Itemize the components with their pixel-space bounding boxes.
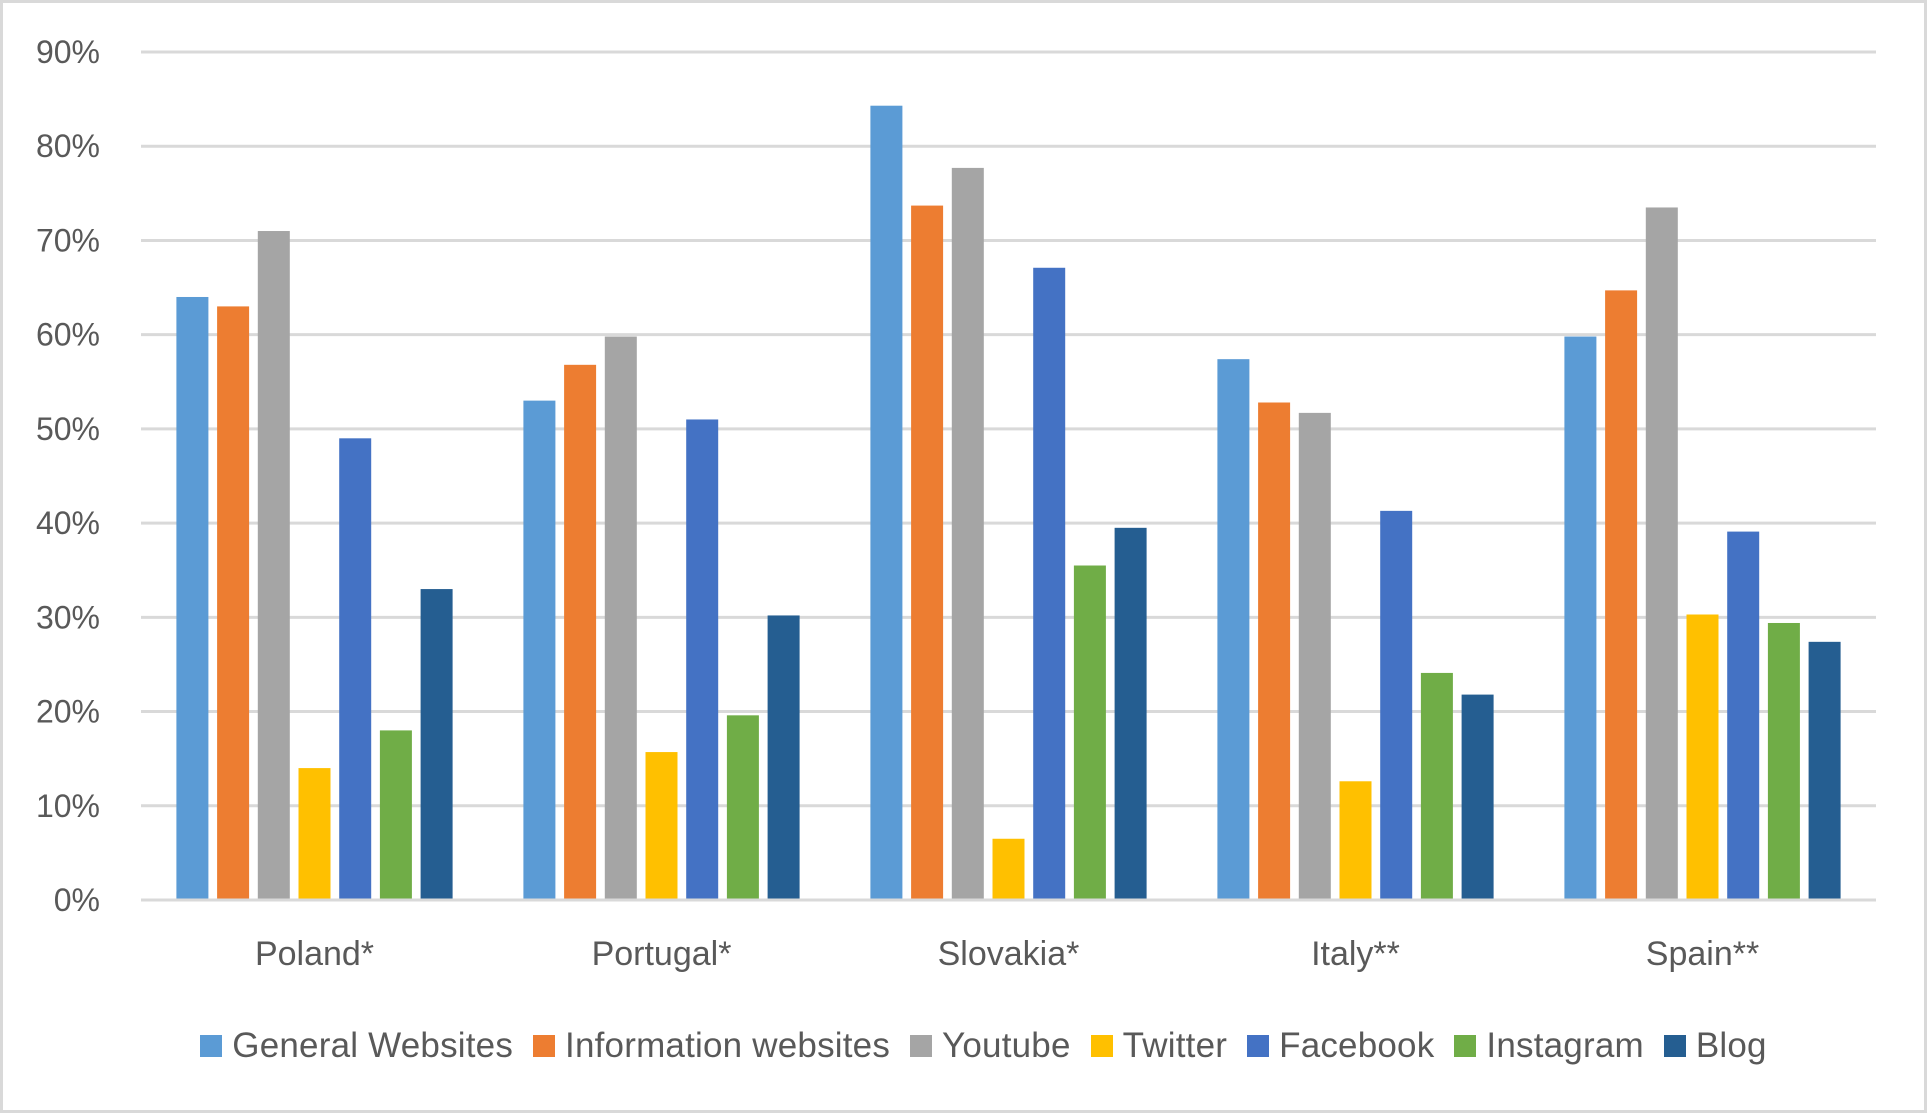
y-tick-label: 50% (36, 411, 100, 447)
x-category-label: Spain** (1646, 935, 1759, 973)
bar-twitter-poland (298, 768, 331, 900)
y-axis-labels: 0% 10% 20% 30% 40% 50% 60% 70% 80% 90% (36, 34, 100, 918)
legend-label: Facebook (1279, 1026, 1435, 1065)
bar-facebook-portugal (686, 419, 719, 900)
bar-instagram-portugal (726, 715, 759, 900)
bar-blog-poland (420, 589, 453, 900)
bar-information-websites-portugal (564, 364, 597, 901)
bar-youtube-poland (257, 231, 290, 900)
legend-item-facebook[interactable]: Facebook (1247, 1026, 1434, 1066)
bar-twitter-portugal (645, 752, 678, 900)
y-tick-label: 0% (54, 882, 100, 918)
bar-information-websites-italy (1258, 402, 1291, 900)
y-tick-label: 90% (36, 34, 100, 70)
x-category-label: Slovakia* (938, 935, 1080, 973)
bar-youtube-portugal (604, 336, 637, 900)
legend-label: Information websites (565, 1026, 891, 1065)
legend-label: Youtube (942, 1026, 1071, 1065)
bar-general-websites-spain (1564, 336, 1597, 900)
bar-instagram-poland (379, 730, 412, 900)
legend-swatch-icon (1090, 1035, 1113, 1057)
y-tick-label: 30% (36, 599, 100, 635)
legend-label: General Websites (232, 1026, 514, 1065)
bar-blog-portugal (767, 615, 800, 900)
legend-item-twitter[interactable]: Twitter (1090, 1026, 1228, 1066)
legend-swatch-icon (200, 1035, 223, 1057)
legend-item-youtube[interactable]: Youtube (910, 1026, 1071, 1066)
x-category-label: Italy** (1311, 935, 1400, 973)
y-tick-label: 10% (36, 788, 100, 824)
bar-information-websites-poland (217, 306, 250, 900)
bar-general-websites-portugal (523, 400, 556, 900)
bar-facebook-poland (339, 438, 372, 900)
bar-general-websites-poland (176, 296, 209, 900)
legend-item-blog[interactable]: Blog (1663, 1026, 1767, 1066)
bar-twitter-italy (1339, 781, 1372, 900)
legend-swatch-icon (1247, 1035, 1270, 1057)
bars (176, 105, 1841, 901)
bar-twitter-slovakia (992, 838, 1025, 900)
x-category-label: Portugal* (592, 935, 732, 973)
bar-instagram-slovakia (1073, 565, 1106, 900)
legend-swatch-icon (910, 1035, 933, 1057)
bar-facebook-slovakia (1033, 267, 1066, 900)
legend: General Websites Information websites Yout… (0, 1024, 1927, 1068)
bar-general-websites-italy (1217, 359, 1250, 901)
legend-label: Blog (1695, 1026, 1767, 1065)
bar-youtube-italy (1298, 412, 1331, 900)
legend-item-general-websites[interactable]: General Websites (200, 1026, 513, 1066)
legend-swatch-icon (1454, 1035, 1477, 1057)
y-tick-label: 60% (36, 317, 100, 353)
bar-youtube-slovakia (951, 167, 984, 901)
y-tick-label: 40% (36, 505, 100, 541)
bar-instagram-italy (1420, 672, 1453, 900)
legend-swatch-icon (533, 1035, 556, 1057)
y-tick-label: 70% (36, 222, 100, 258)
bar-facebook-spain (1727, 531, 1760, 900)
bar-information-websites-slovakia (911, 205, 944, 901)
bar-information-websites-spain (1605, 290, 1638, 901)
bar-youtube-spain (1645, 207, 1678, 900)
x-axis-labels: Poland* Portugal* Slovakia* Italy** Spain** (141, 898, 1876, 973)
y-tick-label: 80% (36, 128, 100, 164)
legend-swatch-icon (1663, 1035, 1686, 1057)
bar-instagram-spain (1767, 622, 1800, 900)
bar-twitter-spain (1686, 614, 1719, 900)
bar-facebook-italy (1380, 510, 1413, 900)
bar-blog-italy (1461, 694, 1494, 900)
legend-item-information-websites[interactable]: Information websites (533, 1026, 890, 1066)
legend-item-instagram[interactable]: Instagram (1454, 1026, 1644, 1066)
x-category-label: Poland* (255, 935, 374, 973)
bar-general-websites-slovakia (870, 105, 903, 900)
y-tick-label: 20% (36, 694, 100, 730)
legend-label: Instagram (1486, 1026, 1644, 1065)
legend-label: Twitter (1122, 1026, 1228, 1065)
bar-blog-spain (1808, 641, 1841, 900)
bar-blog-slovakia (1114, 527, 1147, 900)
